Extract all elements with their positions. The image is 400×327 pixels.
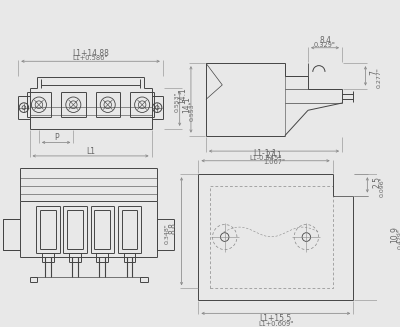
Text: 14.1: 14.1 — [178, 87, 187, 104]
Bar — [210, 186, 333, 288]
Text: 8.8: 8.8 — [169, 222, 178, 234]
Text: 8.4: 8.4 — [319, 36, 331, 44]
Text: L1-0.045": L1-0.045" — [250, 155, 282, 161]
Text: 7: 7 — [370, 71, 378, 76]
Text: P: P — [54, 133, 58, 142]
Text: 0.329": 0.329" — [314, 42, 336, 48]
Text: L1+0.586": L1+0.586" — [73, 55, 108, 61]
Text: L1: L1 — [86, 146, 95, 156]
Text: 0.553": 0.553" — [189, 100, 194, 121]
Text: L1+14.88: L1+14.88 — [72, 49, 109, 58]
Text: 1.067": 1.067" — [263, 159, 285, 165]
Text: 27.1: 27.1 — [266, 151, 282, 161]
Text: 14.1: 14.1 — [183, 96, 192, 113]
Text: 0.429": 0.429" — [398, 229, 400, 250]
Text: L1-1.1: L1-1.1 — [254, 148, 277, 158]
Text: 0.277": 0.277" — [377, 67, 382, 88]
Text: 0.553": 0.553" — [174, 91, 179, 112]
Text: L1+0.609": L1+0.609" — [258, 321, 294, 327]
Text: 0.096": 0.096" — [380, 177, 385, 197]
Text: L1+15.5: L1+15.5 — [260, 314, 292, 323]
Text: 10.9: 10.9 — [390, 226, 399, 243]
Text: 0.348": 0.348" — [165, 223, 170, 244]
Text: 2.5: 2.5 — [372, 176, 381, 188]
